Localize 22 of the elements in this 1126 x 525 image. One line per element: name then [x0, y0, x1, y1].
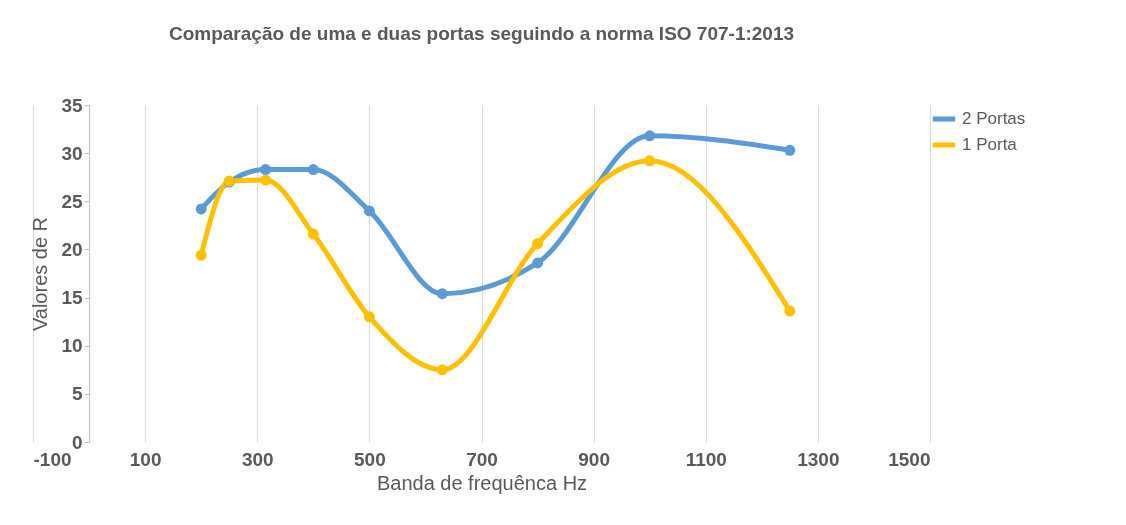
- y-tick-label: 25: [61, 190, 83, 212]
- y-tick-label: 5: [71, 383, 83, 405]
- x-tick-label: 1100: [685, 448, 727, 470]
- x-tick-label: -100: [33, 448, 72, 470]
- x-tick-label: 1500: [888, 448, 931, 470]
- y-tick-label: 20: [61, 238, 83, 260]
- x-tick-label: 100: [129, 448, 162, 470]
- y-tick-label: 10: [61, 335, 83, 357]
- legend-label: 2 Portas: [962, 109, 1026, 128]
- y-tick-label: 15: [61, 287, 83, 309]
- x-tick-label: 1300: [797, 448, 840, 470]
- x-tick-label: 300: [241, 448, 274, 470]
- y-tick-label: 35: [61, 94, 83, 116]
- legend-label: 1 Porta: [962, 135, 1018, 154]
- chart-title: Comparação de uma e duas portas seguindo a norma ISO 707-1:2013: [168, 23, 795, 44]
- y-axis-title: Valores de R: [29, 216, 52, 332]
- x-axis-title: Banda de frequênca Hz: [376, 471, 588, 494]
- x-tick-label: 900: [578, 448, 610, 470]
- x-tick-label: 700: [466, 448, 498, 470]
- y-tick-label: 30: [61, 142, 83, 164]
- x-tick-label: 500: [354, 448, 386, 470]
- y-tick-label: 0: [71, 431, 83, 453]
